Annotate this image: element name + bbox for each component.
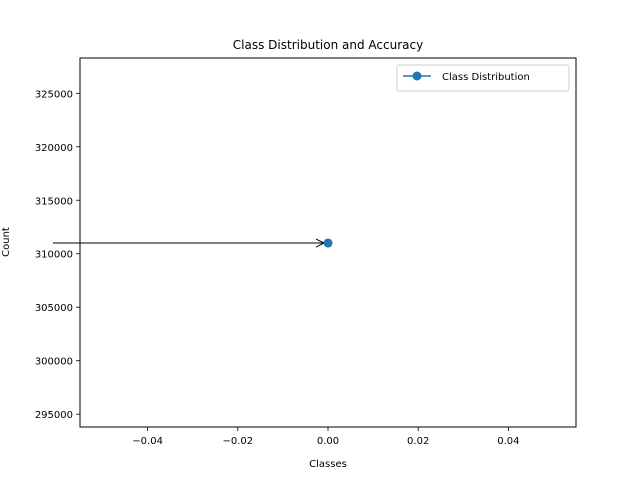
y-tick-label: 300000 (35, 357, 73, 368)
y-tick-label: 320000 (35, 143, 73, 154)
x-axis: −0.04 −0.02 0.00 0.02 0.04 (132, 427, 519, 447)
y-tick-label: 325000 (35, 89, 73, 100)
y-tick-label: 315000 (35, 196, 73, 207)
x-tick-label: 0.00 (317, 436, 339, 447)
x-tick-label: −0.04 (132, 436, 163, 447)
legend: Class Distribution (396, 64, 570, 92)
x-tick-label: 0.04 (497, 436, 519, 447)
y-tick-label: 295000 (35, 410, 73, 421)
legend-box (396, 64, 570, 92)
y-tick-label: 310000 (35, 250, 73, 261)
x-axis-label: Classes (309, 459, 347, 470)
legend-label: Class Distribution (442, 72, 530, 83)
legend-marker (412, 71, 422, 81)
y-axis-label: Count (1, 227, 12, 257)
y-tick-label: 305000 (35, 303, 73, 314)
x-tick-label: −0.02 (222, 436, 253, 447)
plot-area (52, 238, 333, 248)
x-tick-label: 0.02 (407, 436, 429, 447)
y-axis: 295000 300000 305000 310000 315000 320000 3250… (35, 89, 80, 421)
chart-title: Class Distribution and Accuracy (233, 38, 423, 52)
data-point (323, 238, 333, 248)
